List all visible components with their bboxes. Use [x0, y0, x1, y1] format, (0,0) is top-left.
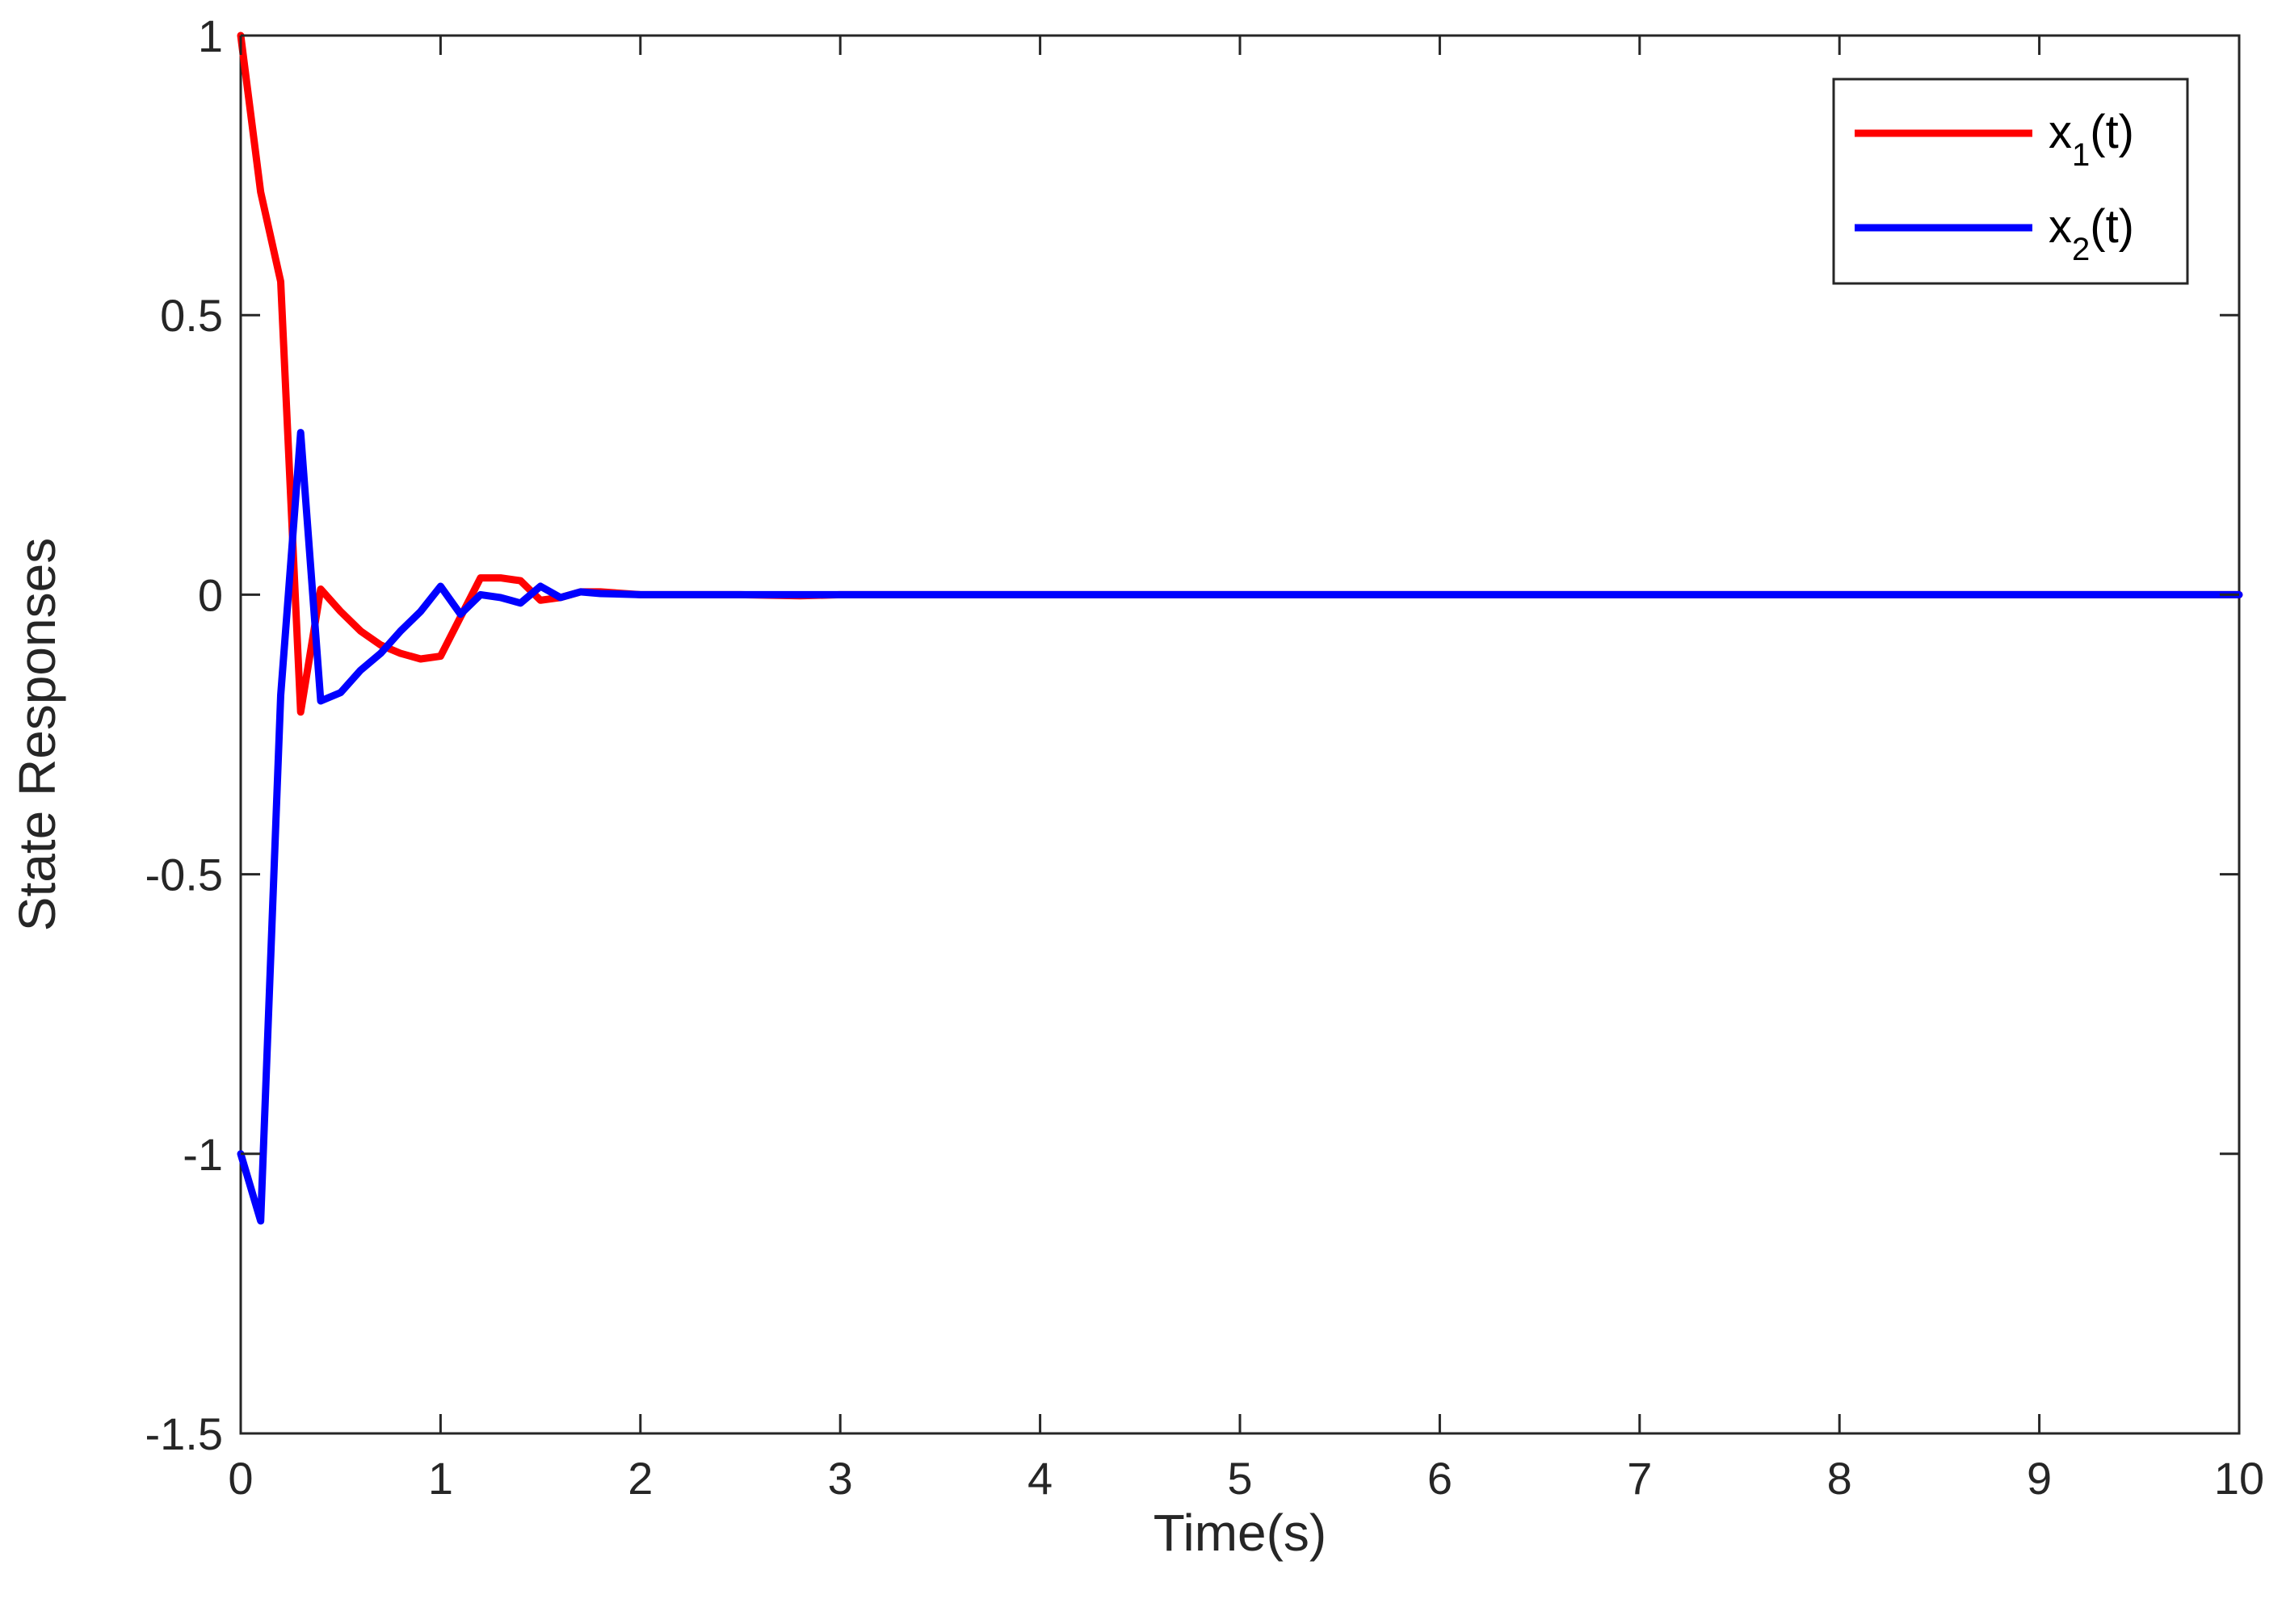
x-tick-label: 4 [1027, 1453, 1053, 1504]
labels-layer: 0 1 2 3 4 5 6 7 8 9 10 -1.5 -1 -0.5 0 0.5 1 [145, 10, 2265, 1504]
x-tick-label: 6 [1427, 1453, 1452, 1504]
x-tick-label: 3 [828, 1453, 853, 1504]
x-tick-label: 7 [1627, 1453, 1652, 1504]
x-tick-label: 5 [1227, 1453, 1252, 1504]
y-tick-label: -1 [183, 1129, 223, 1180]
legend-label-subscript: 1 [2072, 137, 2090, 173]
legend-label-tail: (t) [2090, 106, 2134, 158]
x-tick-label: 8 [1827, 1453, 1852, 1504]
series-layer [237, 31, 2243, 1225]
x-tick-label: 9 [2027, 1453, 2052, 1504]
legend-label-main: x [2049, 106, 2072, 158]
legend-label-tail: (t) [2090, 200, 2134, 253]
x-tick-label: 10 [2214, 1453, 2264, 1504]
legend-box [1832, 78, 2189, 285]
y-tick-label: -1.5 [145, 1408, 224, 1459]
x-tick-label: 1 [428, 1453, 453, 1504]
legend: x1(t)x2(t) [1832, 78, 2189, 285]
series-line-2 [237, 429, 2243, 1225]
ticks-layer [239, 34, 2241, 1435]
y-tick-label: 1 [198, 10, 223, 61]
y-tick-label: 0 [198, 569, 223, 620]
y-axis-title: State Responses [8, 538, 66, 931]
x-tick-label: 2 [628, 1453, 653, 1504]
y-tick-label: 0.5 [160, 290, 223, 341]
legend-label-main: x [2049, 200, 2072, 253]
y-tick-label: -0.5 [145, 850, 224, 900]
x-tick-label: 0 [228, 1453, 253, 1504]
legend-label-subscript: 2 [2072, 232, 2090, 267]
legend-label-1: x1(t) [2049, 106, 2134, 173]
x-axis-title: Time(s) [1154, 1504, 1326, 1562]
legend-label-2: x2(t) [2049, 200, 2134, 267]
